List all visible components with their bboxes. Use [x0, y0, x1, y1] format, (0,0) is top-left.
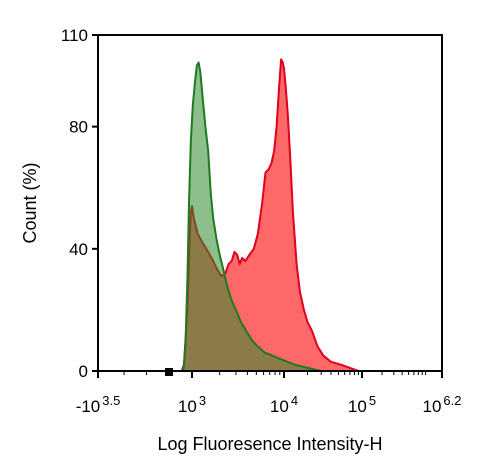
x-tick-label: 10 5	[348, 393, 376, 416]
y-axis-title: Count (%)	[20, 162, 40, 243]
x-tick-label: -10 3.5	[76, 393, 121, 416]
x-tick-label: 10 6.2	[423, 393, 462, 416]
y-tick-label: 0	[79, 362, 88, 381]
y-axis: 0 40 80 110	[61, 26, 98, 381]
zero-marker	[165, 368, 173, 376]
plot-area	[180, 58, 360, 372]
y-tick-label: 40	[69, 240, 88, 259]
x-axis: -10 3.5 10 3 10 4 10 5 10 6.2	[76, 371, 462, 416]
x-axis-title: Log Fluoresence Intensity-H	[157, 434, 382, 454]
histogram-series-2	[180, 61, 323, 372]
x-tick-label: 10 4	[270, 393, 298, 416]
y-tick-label: 80	[69, 118, 88, 137]
x-tick-label: 10 3	[178, 393, 206, 416]
y-tick-label: 110	[61, 26, 88, 45]
